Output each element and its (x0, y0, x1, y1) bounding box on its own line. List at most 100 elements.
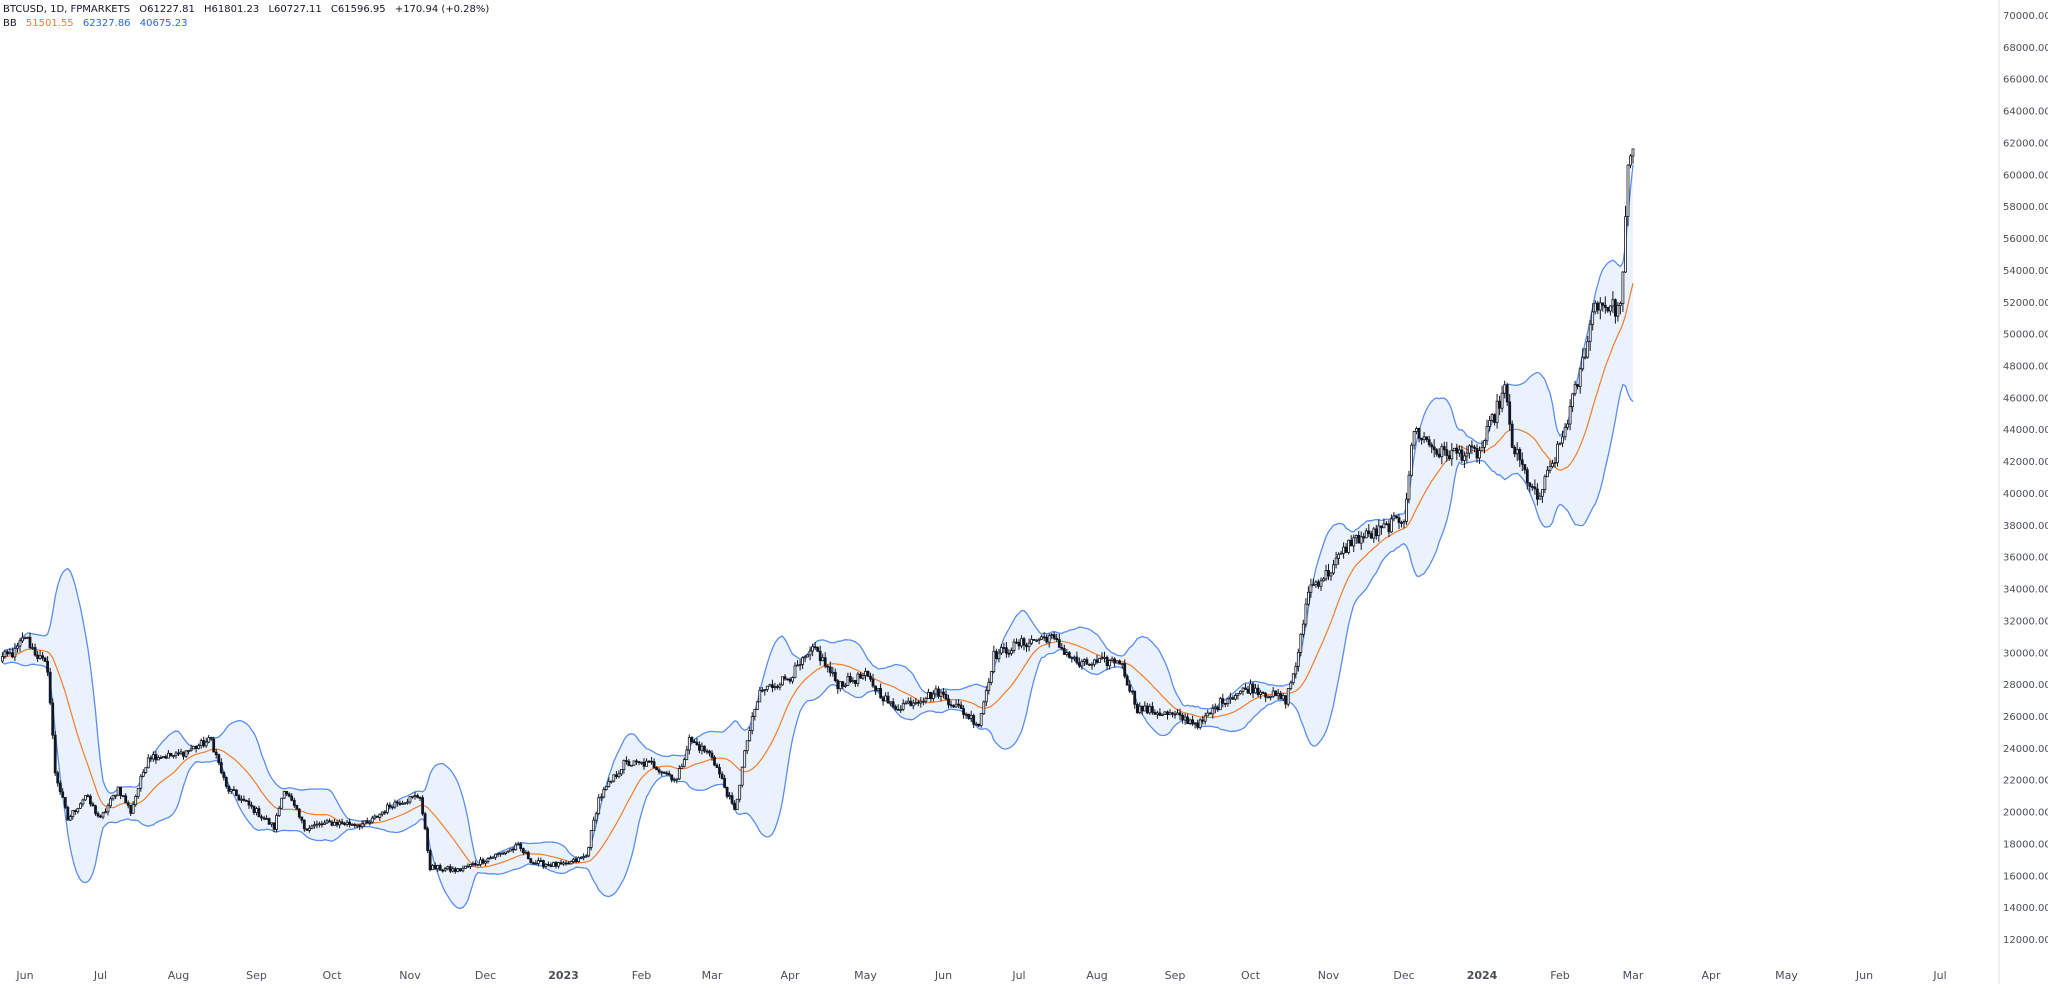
candle-body (1598, 302, 1602, 311)
candle-body (1485, 426, 1489, 442)
candle (1294, 662, 1298, 679)
candle-body (297, 808, 301, 818)
time-axis[interactable]: Jun Jul Aug Sep Oct Nov Dec 2023 Feb Mar Apr May Jun… (15, 969, 1946, 982)
candle-body (204, 741, 208, 747)
candle-body (710, 752, 714, 758)
candle (1100, 652, 1104, 661)
candle-body (1359, 536, 1363, 544)
candle (1395, 515, 1398, 519)
candle (1186, 713, 1189, 725)
candle (1304, 598, 1308, 628)
price-tick-label: 30000.00 (2003, 648, 2048, 659)
candle-body (189, 748, 193, 752)
candle-body (1515, 448, 1519, 455)
candle (549, 862, 553, 868)
candle (1616, 302, 1620, 322)
candle (1349, 535, 1353, 547)
candle-body (1395, 515, 1398, 519)
candle-body (1314, 581, 1318, 586)
upper-band-value: 62327.86 (82, 18, 131, 29)
candle-body (592, 819, 596, 831)
candle (302, 819, 306, 832)
candle-body (1047, 635, 1051, 643)
candle-body (1520, 459, 1524, 465)
candle-body (1158, 712, 1162, 716)
candle (574, 856, 578, 864)
candle (1367, 524, 1371, 538)
candle-body (192, 746, 196, 750)
candle-body (312, 824, 316, 827)
candle-body (18, 640, 22, 647)
candle-body (370, 817, 374, 823)
candle (1276, 688, 1280, 700)
symbol-label[interactable]: BTCUSD, 1D, FPMARKETS (3, 4, 131, 15)
candle-body (1178, 712, 1182, 716)
candle (33, 643, 37, 657)
candle-body (217, 754, 221, 764)
candle (1541, 489, 1544, 503)
candle-body (844, 685, 847, 687)
candle (250, 801, 253, 809)
candle-body (841, 681, 845, 687)
candle (1047, 633, 1051, 648)
candle-body (363, 820, 367, 825)
candle (1332, 559, 1335, 575)
candle (1390, 514, 1393, 534)
candle-body (1017, 642, 1021, 647)
candle-body (645, 760, 648, 767)
candle (1402, 519, 1406, 529)
candle (1073, 655, 1076, 662)
candle-body (896, 709, 900, 711)
candle (1611, 291, 1615, 313)
candle-body (957, 703, 960, 706)
candle (1556, 441, 1559, 467)
candle-body (234, 789, 238, 797)
change-value: +170.94 (+0.28%) (394, 4, 490, 15)
candle-body (1369, 533, 1373, 539)
time-tick-label: Feb (632, 969, 651, 982)
price-axis[interactable]: 12000.00 14000.00 16000.00 18000.00 20000.00… (1998, 0, 2048, 984)
candle (609, 780, 613, 784)
candle-body (1609, 305, 1612, 312)
candle (670, 774, 674, 783)
candle (1005, 642, 1008, 658)
candle (111, 794, 115, 801)
candle (1040, 634, 1043, 641)
candle (1015, 638, 1018, 644)
candle-body (1135, 704, 1139, 714)
candle (929, 691, 933, 703)
candle-body (388, 804, 392, 808)
candle-body (489, 857, 492, 860)
candle (821, 653, 825, 662)
candle (612, 774, 616, 783)
candle-body (974, 723, 978, 726)
candle-body (333, 822, 336, 826)
candle-body (224, 777, 228, 787)
candle (300, 816, 304, 824)
candle-body (526, 851, 530, 860)
candle-body (1037, 638, 1041, 641)
candle-body (670, 774, 674, 781)
candle-body (260, 816, 263, 819)
candle-body (247, 800, 251, 806)
candle (1518, 447, 1522, 467)
candle-body (1083, 659, 1086, 662)
candle (61, 788, 65, 798)
candle (592, 816, 596, 831)
candle-body (66, 807, 70, 821)
candle (1085, 657, 1089, 665)
indicator-name[interactable]: BB (3, 18, 17, 29)
open-value: O61227.81 (139, 4, 195, 15)
candle (330, 819, 334, 827)
candle-body (428, 850, 432, 871)
candle-body (801, 657, 804, 665)
candle-body (1025, 644, 1028, 648)
candle-body (408, 796, 412, 803)
candle-body (36, 654, 39, 659)
candle-body (476, 864, 480, 866)
candle (423, 811, 427, 831)
candle-body (378, 813, 382, 818)
candle (295, 804, 299, 810)
